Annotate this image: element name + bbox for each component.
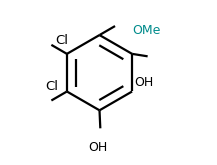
Text: Cl: Cl [46, 80, 59, 93]
Text: OH: OH [135, 76, 154, 89]
Text: OH: OH [88, 141, 107, 154]
Text: OMe: OMe [132, 24, 161, 37]
Text: Cl: Cl [55, 34, 68, 47]
